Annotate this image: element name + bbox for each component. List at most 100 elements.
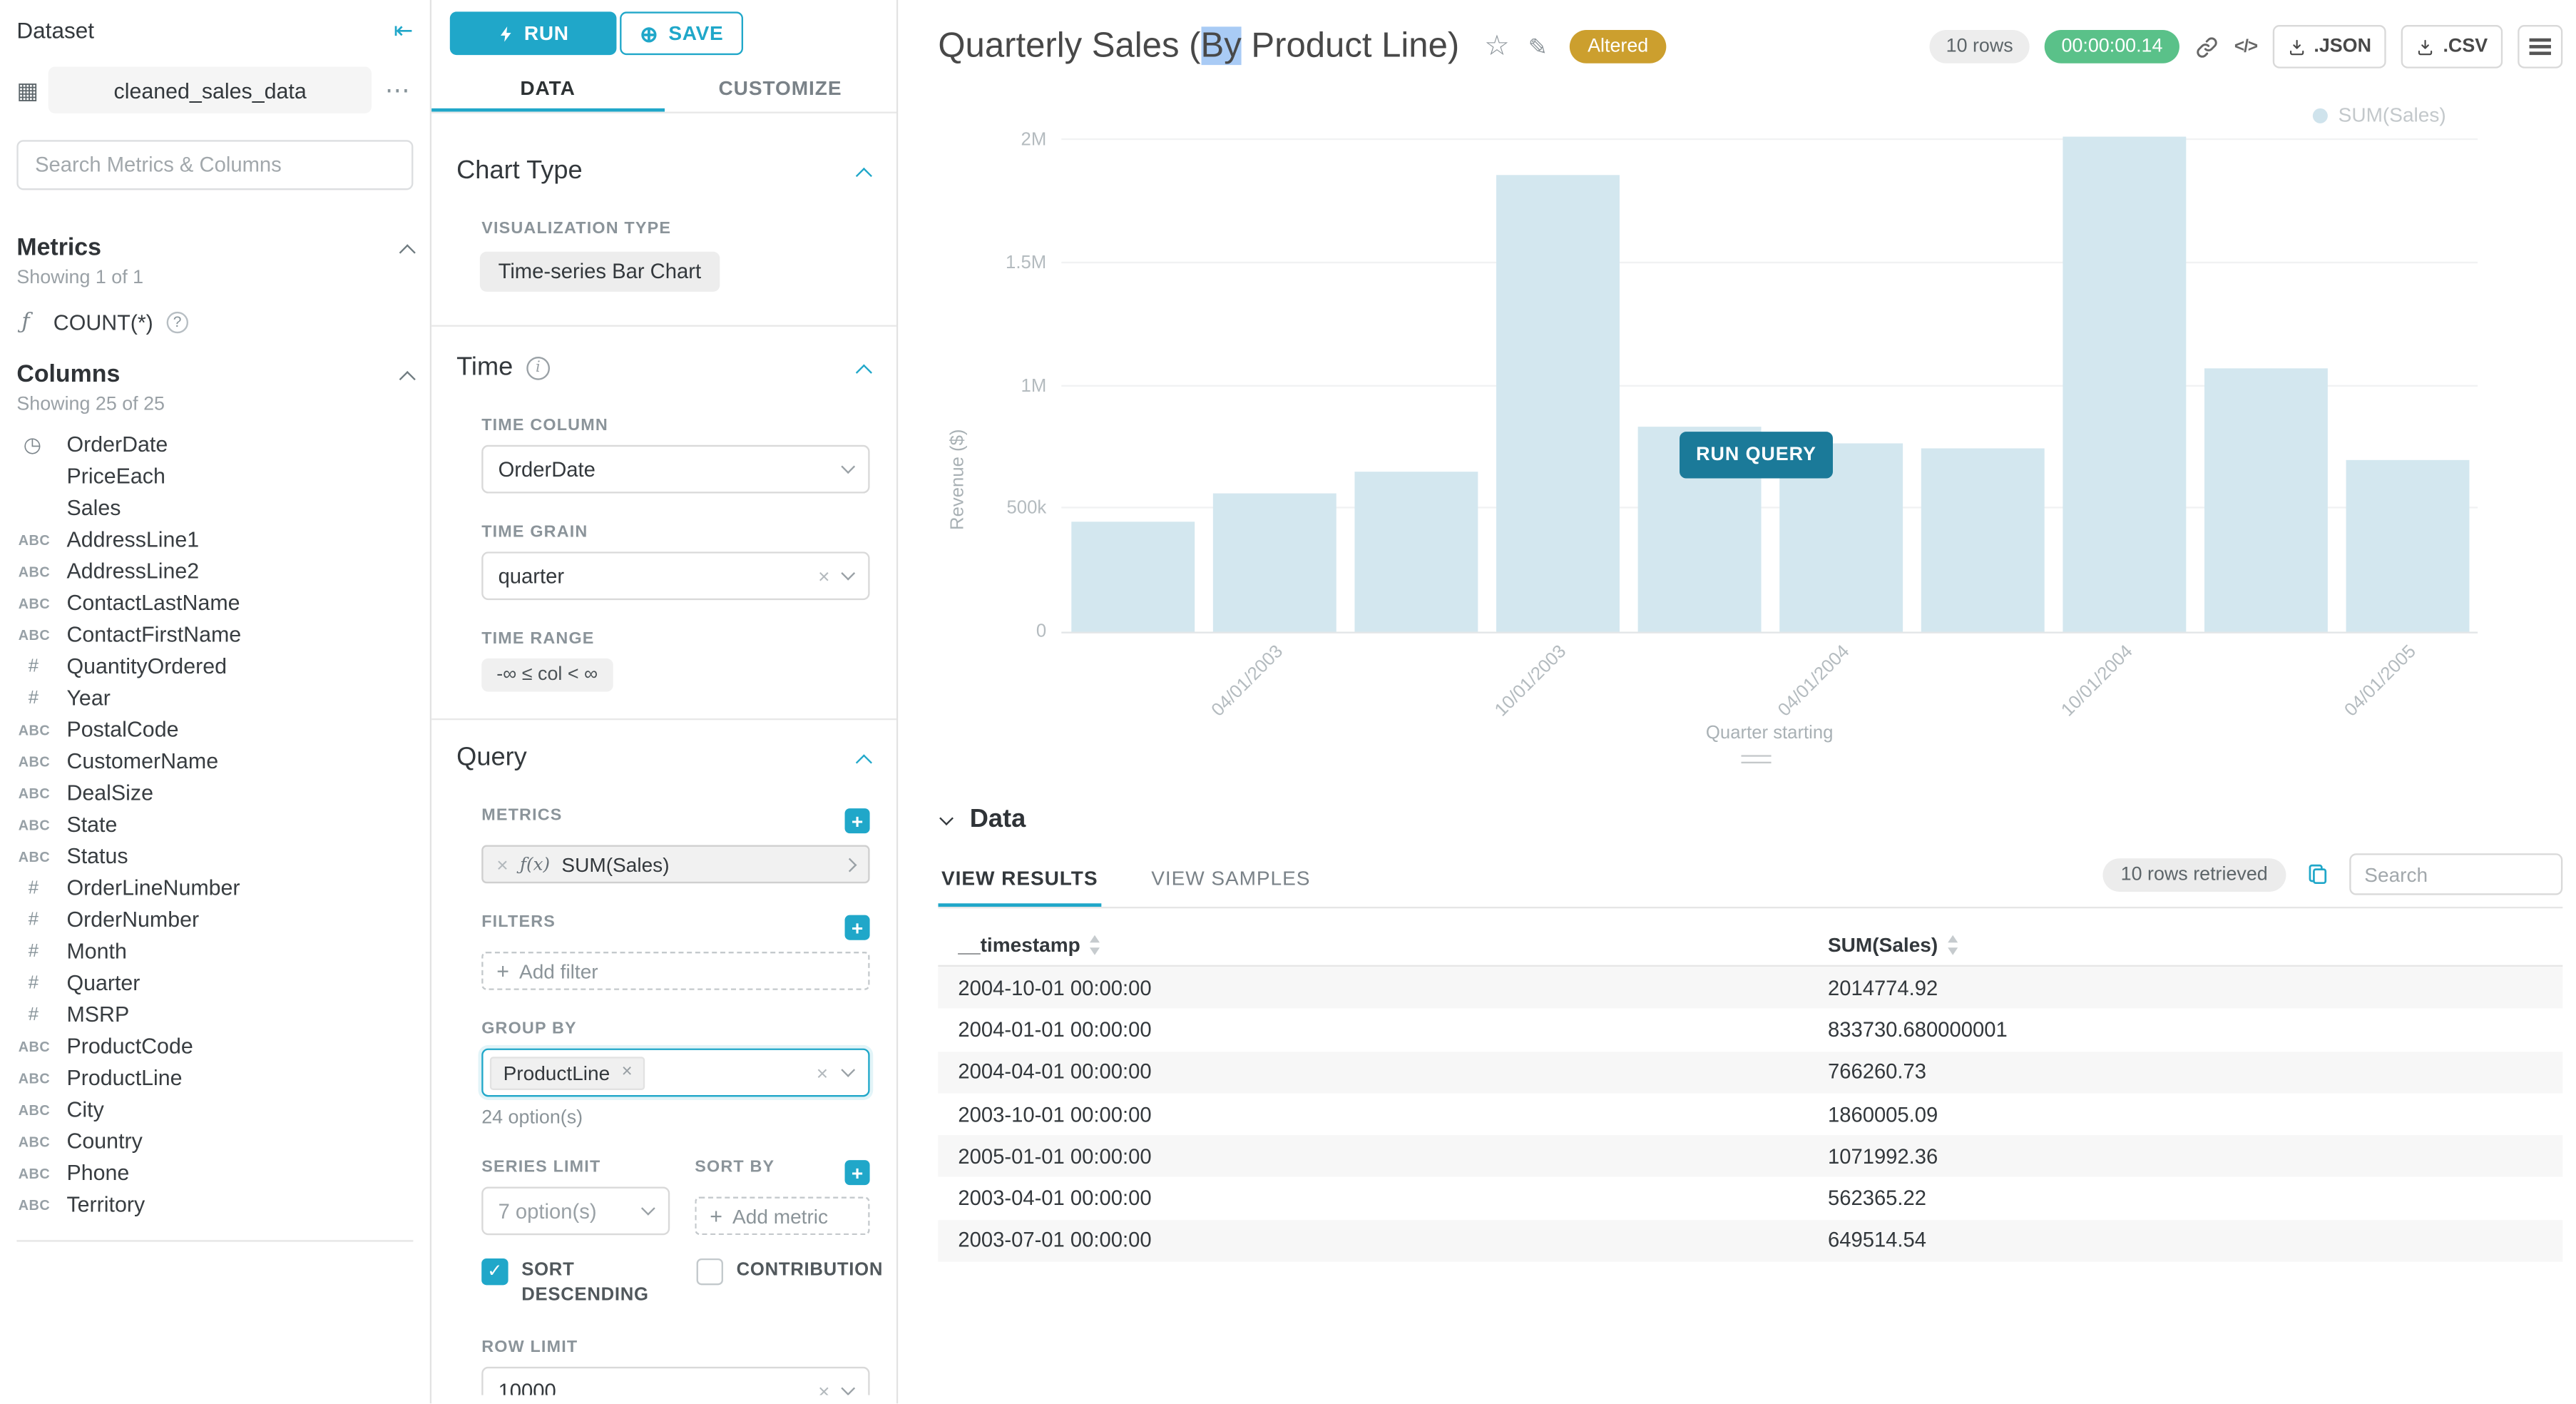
dataset-options-icon[interactable]: ⋯: [384, 76, 410, 106]
favorite-star-icon[interactable]: ☆: [1484, 30, 1510, 62]
download-csv-button[interactable]: .CSV: [2401, 25, 2503, 68]
num-type-icon: #: [28, 687, 39, 708]
copy-link-icon[interactable]: [2194, 34, 2219, 59]
clear-icon[interactable]: ×: [816, 1061, 829, 1084]
dataset-name[interactable]: cleaned_sales_data: [48, 66, 372, 113]
num-type-icon: #: [28, 878, 39, 898]
columns-section-header[interactable]: Columns: [16, 360, 416, 390]
column-item-Phone[interactable]: ABC Phone: [16, 1156, 413, 1188]
metric-item-count[interactable]: ƒ COUNT(*) ?: [16, 307, 413, 337]
dataset-table-icon: ▦: [16, 76, 39, 103]
column-item-ProductCode[interactable]: ABC ProductCode: [16, 1030, 413, 1062]
column-item-ContactLastName[interactable]: ABC ContactLastName: [16, 586, 413, 618]
cell-timestamp: 2003-07-01 00:00:00: [958, 1228, 1152, 1253]
metrics-section-header[interactable]: Metrics: [16, 233, 416, 263]
abc-type-icon: ABC: [18, 1037, 51, 1054]
clear-icon[interactable]: ×: [818, 564, 830, 588]
column-item-Sales[interactable]: Sales: [66, 494, 121, 520]
column-item-PriceEach[interactable]: PriceEach: [66, 463, 165, 489]
group-by-select[interactable]: ProductLine × ×: [481, 1048, 870, 1097]
legend-dot-icon: [2313, 107, 2329, 123]
search-metrics-input[interactable]: [16, 140, 414, 190]
data-search-input[interactable]: [2349, 853, 2563, 895]
dataset-panel: Dataset ⇤ ▦ cleaned_sales_data ⋯ Metrics…: [0, 0, 432, 1404]
column-item-Quarter[interactable]: # Quarter: [16, 967, 413, 998]
num-type-icon: #: [28, 1004, 39, 1024]
tab-view-results[interactable]: VIEW RESULTS: [938, 852, 1101, 907]
panel-resize-handle[interactable]: [1739, 750, 1773, 768]
column-item-OrderLineNumber[interactable]: # OrderLineNumber: [16, 872, 413, 903]
info-icon[interactable]: i: [526, 356, 550, 380]
time-column-select[interactable]: OrderDate: [481, 444, 870, 494]
selected-text: By: [1200, 26, 1242, 66]
copy-data-icon[interactable]: [2306, 862, 2330, 887]
add-sort-metric-dropzone[interactable]: + Add metric: [695, 1196, 870, 1236]
chart-menu-icon[interactable]: [2518, 25, 2563, 68]
column-item-CustomerName[interactable]: ABC CustomerName: [16, 745, 413, 776]
series-limit-select[interactable]: 7 option(s): [481, 1186, 670, 1236]
chart-legend[interactable]: SUM(Sales): [2313, 103, 2446, 127]
column-item-DealSize[interactable]: ABC DealSize: [16, 777, 413, 808]
column-header-__timestamp[interactable]: __timestamp: [938, 932, 1808, 956]
section-chart-type[interactable]: Chart Type: [456, 157, 872, 187]
add-filter-dropzone[interactable]: + Add filter: [481, 952, 870, 990]
column-item-AddressLine1[interactable]: ABC AddressLine1: [16, 524, 413, 555]
time-range-pill[interactable]: -∞ ≤ col < ∞: [481, 658, 613, 692]
metric-pill-sum-sales[interactable]: × ƒ(x) SUM(Sales): [481, 845, 870, 884]
column-item-State[interactable]: ABC State: [16, 808, 413, 840]
column-item-Year[interactable]: # Year: [16, 682, 413, 713]
column-item-OrderNumber[interactable]: # OrderNumber: [16, 903, 413, 935]
column-item-QuantityOrdered[interactable]: # QuantityOrdered: [16, 650, 413, 681]
section-query[interactable]: Query: [456, 743, 872, 773]
collapse-data-icon[interactable]: [939, 810, 954, 825]
add-metric-button[interactable]: +: [844, 808, 870, 834]
remove-metric-icon[interactable]: ×: [496, 853, 508, 876]
clear-icon[interactable]: ×: [818, 1379, 830, 1396]
abc-type-icon: ABC: [18, 1196, 51, 1213]
save-button[interactable]: ⊕ SAVE: [620, 11, 744, 56]
run-query-button[interactable]: RUN QUERY: [1680, 432, 1833, 479]
sort-descending-checkbox[interactable]: ✓: [481, 1258, 508, 1286]
tab-data[interactable]: DATA: [431, 66, 664, 111]
filters-label: FILTERS: [481, 913, 556, 932]
column-item-AddressLine2[interactable]: ABC AddressLine2: [16, 555, 413, 586]
viz-type-pill[interactable]: Time-series Bar Chart: [479, 251, 720, 292]
column-item-OrderDate[interactable]: ◷ OrderDate: [16, 428, 413, 459]
tab-customize[interactable]: CUSTOMIZE: [718, 76, 842, 101]
row-limit-select[interactable]: 10000 ×: [481, 1366, 870, 1396]
column-item-ProductLine[interactable]: ABC ProductLine: [16, 1062, 413, 1093]
add-filter-button[interactable]: +: [844, 915, 870, 940]
column-item-City[interactable]: ABC City: [16, 1094, 413, 1125]
table-row: 2005-01-01 00:00:00 1071992.36: [938, 1135, 2563, 1178]
remove-tag-icon[interactable]: ×: [621, 1062, 633, 1082]
column-item-MSRP[interactable]: # MSRP: [16, 998, 413, 1029]
column-item-Territory[interactable]: ABC Territory: [16, 1189, 413, 1220]
column-item-PostalCode[interactable]: ABC PostalCode: [16, 713, 413, 745]
column-item-Month[interactable]: # Month: [16, 935, 413, 967]
row-limit-label: ROW LIMIT: [481, 1338, 578, 1357]
column-item-Status[interactable]: ABC Status: [16, 840, 413, 872]
sort-icon[interactable]: [1089, 934, 1103, 955]
help-icon[interactable]: ?: [166, 310, 188, 333]
tab-view-samples[interactable]: VIEW SAMPLES: [1151, 866, 1311, 890]
column-header-SUM(Sales)[interactable]: SUM(Sales): [1808, 932, 2562, 956]
run-button[interactable]: RUN: [449, 11, 617, 56]
sort-icon[interactable]: [1946, 934, 1960, 955]
chart-canvas[interactable]: SUM(Sales) Revenue ($) 0 500k 1M 1.5M 2M 04/0…: [898, 93, 2576, 753]
abc-type-icon: ABC: [18, 752, 51, 770]
column-item-Country[interactable]: ABC Country: [16, 1125, 413, 1156]
section-time[interactable]: Time i: [456, 353, 872, 383]
collapse-panel-icon[interactable]: ⇤: [393, 16, 414, 44]
edit-properties-icon[interactable]: ✎: [1528, 32, 1548, 59]
download-json-button[interactable]: .JSON: [2271, 25, 2387, 68]
chart-title[interactable]: Quarterly Sales (By Product Line): [938, 26, 1460, 66]
column-item-ContactFirstName[interactable]: ABC ContactFirstName: [16, 619, 413, 650]
abc-type-icon: ABC: [18, 1101, 51, 1118]
embed-code-icon[interactable]: </>: [2234, 36, 2258, 57]
contribution-checkbox[interactable]: [696, 1258, 723, 1286]
num-type-icon: #: [28, 656, 39, 676]
time-grain-select[interactable]: quarter ×: [481, 551, 870, 601]
bar-series: [1061, 136, 2478, 632]
abc-type-icon: ABC: [18, 1069, 51, 1087]
add-sort-metric-button[interactable]: +: [844, 1160, 870, 1186]
